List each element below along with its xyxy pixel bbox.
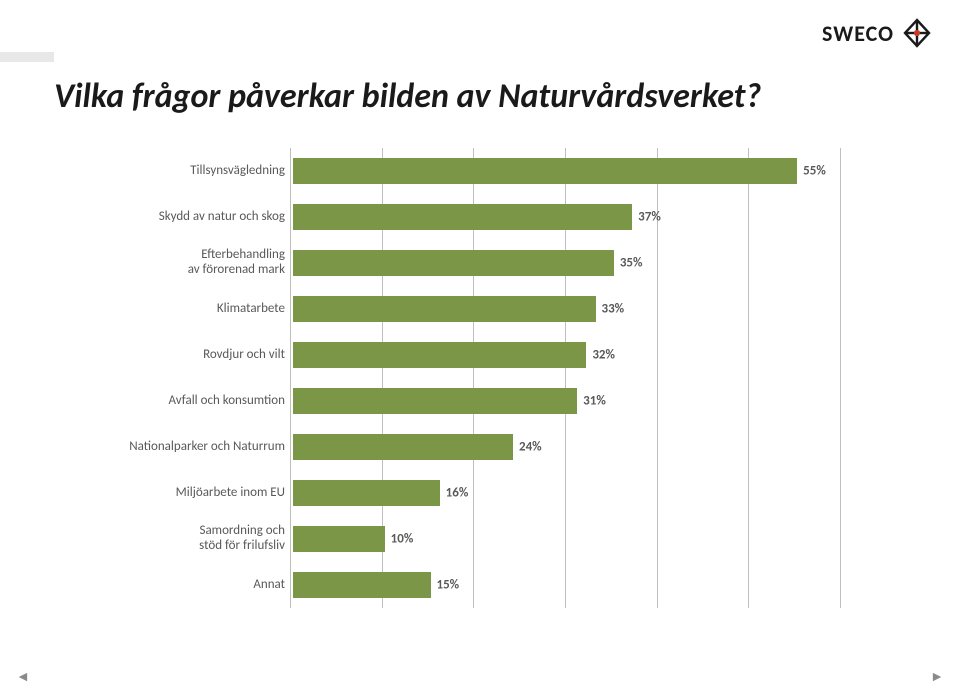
chart-row: Nationalparker och Naturrum 24% xyxy=(90,424,870,470)
chart-bar-cell: 31% xyxy=(293,388,843,414)
logo: SWECO xyxy=(822,18,932,48)
chart-bar xyxy=(293,342,586,368)
chart-value-label: 10% xyxy=(391,532,414,547)
chart-value-label: 33% xyxy=(602,302,625,317)
chart-category-label: Samordning ochstöd för frilufsliv xyxy=(90,524,293,554)
chart-category-label: Tillsynsvägledning xyxy=(90,164,293,179)
chart-bar xyxy=(293,526,385,552)
chart-category-label: Skydd av natur och skog xyxy=(90,210,293,225)
prev-slide-button[interactable]: ◄ xyxy=(16,668,30,685)
chart-row: Annat 15% xyxy=(90,562,870,608)
chart-bar-cell: 10% xyxy=(293,526,843,552)
page-title: Vilka frågor påverkar bilden av Naturvår… xyxy=(54,76,761,117)
chart-bar xyxy=(293,388,577,414)
chart-row: Klimatarbete 33% xyxy=(90,286,870,332)
accent-bar xyxy=(0,52,54,62)
chart-category-label: Nationalparker och Naturrum xyxy=(90,440,293,455)
chart-bar-cell: 16% xyxy=(293,480,843,506)
survey-chart: Tillsynsvägledning 55% Skydd av natur och … xyxy=(90,148,870,608)
chart-category-label: Efterbehandlingav förorenad mark xyxy=(90,248,293,278)
chart-bar xyxy=(293,204,632,230)
chart-row: Efterbehandlingav förorenad mark 35% xyxy=(90,240,870,286)
chart-category-label: Avfall och konsumtion xyxy=(90,394,293,409)
chart-bar-cell: 32% xyxy=(293,342,843,368)
chart-value-label: 31% xyxy=(583,394,606,409)
chart-bar xyxy=(293,158,797,184)
chart-row: Skydd av natur och skog 37% xyxy=(90,194,870,240)
chart-value-label: 32% xyxy=(592,348,615,363)
logo-text: SWECO xyxy=(822,20,894,47)
chart-bar-cell: 24% xyxy=(293,434,843,460)
chart-bar-cell: 15% xyxy=(293,572,843,598)
chart-bar xyxy=(293,480,440,506)
chart-row: Avfall och konsumtion 31% xyxy=(90,378,870,424)
chart-bar xyxy=(293,434,513,460)
chart-value-label: 15% xyxy=(437,578,460,593)
chart-category-label: Rovdjur och vilt xyxy=(90,348,293,363)
chart-category-label: Annat xyxy=(90,578,293,593)
chart-bar xyxy=(293,296,596,322)
chart-row: Samordning ochstöd för frilufsliv 10% xyxy=(90,516,870,562)
chart-bar-cell: 33% xyxy=(293,296,843,322)
next-slide-button[interactable]: ► xyxy=(930,668,944,685)
chart-category-label: Klimatarbete xyxy=(90,302,293,317)
chart-value-label: 35% xyxy=(620,256,643,271)
chart-bar-cell: 37% xyxy=(293,204,843,230)
chart-bar-cell: 55% xyxy=(293,158,843,184)
chart-bar xyxy=(293,250,614,276)
chart-row: Tillsynsvägledning 55% xyxy=(90,148,870,194)
chart-value-label: 16% xyxy=(446,486,469,501)
chart-row: Miljöarbete inom EU 16% xyxy=(90,470,870,516)
chart-value-label: 55% xyxy=(803,164,826,179)
logo-mark-icon xyxy=(902,18,932,48)
chart-value-label: 24% xyxy=(519,440,542,455)
chart-bar-cell: 35% xyxy=(293,250,843,276)
chart-bar xyxy=(293,572,431,598)
chart-value-label: 37% xyxy=(638,210,661,225)
chart-category-label: Miljöarbete inom EU xyxy=(90,486,293,501)
chart-row: Rovdjur och vilt 32% xyxy=(90,332,870,378)
